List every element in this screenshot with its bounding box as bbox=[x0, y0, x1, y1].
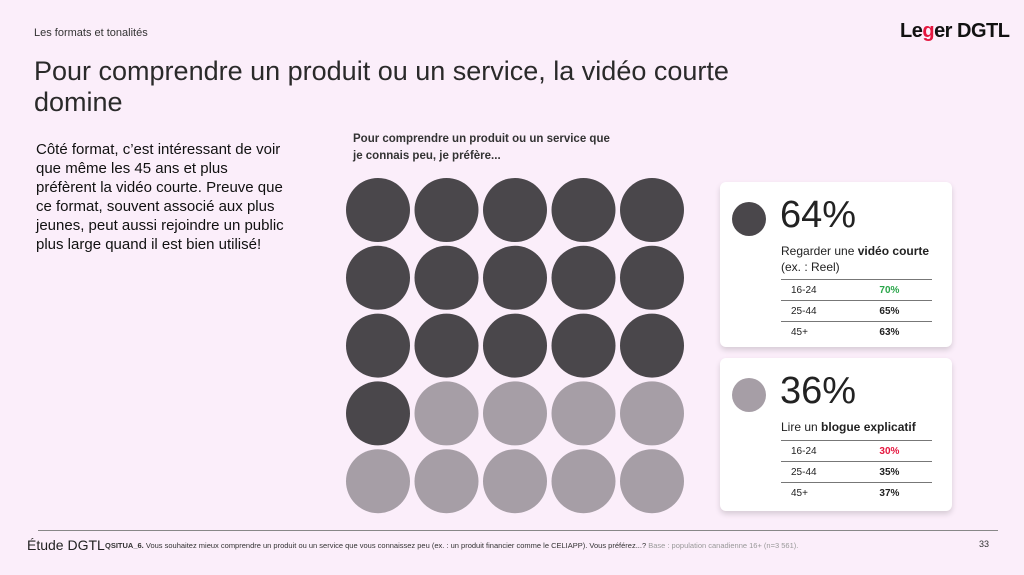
waffle-chart bbox=[346, 178, 684, 514]
page-number: 33 bbox=[979, 539, 990, 549]
legend-dot-dark bbox=[732, 202, 766, 236]
waffle-dot-video bbox=[551, 178, 616, 242]
waffle-dot-blog bbox=[346, 449, 410, 514]
waffle-dot-video bbox=[620, 313, 684, 378]
waffle-dot-video bbox=[483, 178, 547, 242]
age-group: 16-24 bbox=[781, 279, 835, 301]
age-value: 65% bbox=[834, 300, 932, 322]
body-text: Côté format, c’est intéressant de voir q… bbox=[36, 141, 284, 253]
card-percent: 64% bbox=[780, 194, 857, 236]
age-group: 45+ bbox=[781, 482, 835, 504]
waffle-dot-video bbox=[620, 245, 684, 310]
age-row: 45+ 37% bbox=[781, 482, 932, 504]
waffle-dot-video bbox=[346, 313, 410, 378]
footer-brand: Étude DGTL bbox=[27, 537, 105, 553]
section-label: Les formats et tonalités bbox=[34, 27, 148, 39]
age-table: 16-24 70% 25-44 65% 45+ 63% bbox=[781, 279, 932, 343]
chart-title: Pour comprendre un produit ou un service… bbox=[353, 133, 610, 162]
waffle-dot-video bbox=[551, 245, 616, 310]
waffle-dot-video bbox=[620, 178, 684, 242]
age-value: 70% bbox=[834, 279, 932, 301]
waffle-dot-blog bbox=[620, 449, 684, 514]
age-row: 25-44 65% bbox=[781, 300, 932, 322]
waffle-dot-blog bbox=[551, 381, 616, 446]
age-group: 25-44 bbox=[781, 300, 835, 322]
card-blog: 36% Lire un blogue explicatif 16-24 30% 25… bbox=[720, 358, 952, 511]
age-row: 16-24 70% bbox=[781, 279, 932, 301]
waffle-dot-video bbox=[346, 245, 410, 310]
age-value: 37% bbox=[834, 482, 932, 504]
waffle-dot-video bbox=[551, 313, 616, 378]
waffle-dot-video bbox=[483, 245, 547, 310]
age-group: 45+ bbox=[781, 321, 835, 343]
card-percent: 36% bbox=[780, 370, 857, 412]
card-label: Lire un blogue explicatif bbox=[781, 420, 916, 434]
waffle-dot-video bbox=[414, 245, 479, 310]
age-row: 25-44 35% bbox=[781, 461, 932, 483]
waffle-dot-blog bbox=[483, 381, 547, 446]
waffle-dot-video bbox=[346, 178, 410, 242]
legend-dot-light bbox=[732, 378, 766, 412]
age-group: 25-44 bbox=[781, 461, 835, 483]
footer-note: QSITUA_6. Vous souhaitez mieux comprendr… bbox=[105, 541, 799, 550]
waffle-dot-video bbox=[414, 178, 479, 242]
waffle-dot-video bbox=[346, 381, 410, 446]
age-group: 16-24 bbox=[781, 440, 835, 462]
page-title: Pour comprendre un produit ou un service… bbox=[34, 56, 729, 117]
age-row: 45+ 63% bbox=[781, 321, 932, 343]
card-label: Regarder une vidéo courte (ex. : Reel) bbox=[781, 244, 930, 274]
waffle-dot-blog bbox=[414, 449, 479, 514]
waffle-dot-video bbox=[483, 313, 547, 378]
leger-dgtl-logo: Leger DGTL bbox=[900, 20, 1010, 42]
waffle-dot-blog bbox=[414, 381, 479, 446]
waffle-dot-blog bbox=[551, 449, 616, 514]
waffle-dot-blog bbox=[620, 381, 684, 446]
age-value: 30% bbox=[834, 440, 932, 462]
age-table: 16-24 30% 25-44 35% 45+ 37% bbox=[781, 440, 932, 504]
age-row: 16-24 30% bbox=[781, 440, 932, 462]
age-value: 35% bbox=[834, 461, 932, 483]
waffle-dot-video bbox=[414, 313, 479, 378]
age-value: 63% bbox=[834, 321, 932, 343]
card-short-video: 64% Regarder une vidéo courte (ex. : Reel… bbox=[720, 182, 952, 347]
footer-divider bbox=[38, 530, 998, 531]
waffle-dot-blog bbox=[483, 449, 547, 514]
